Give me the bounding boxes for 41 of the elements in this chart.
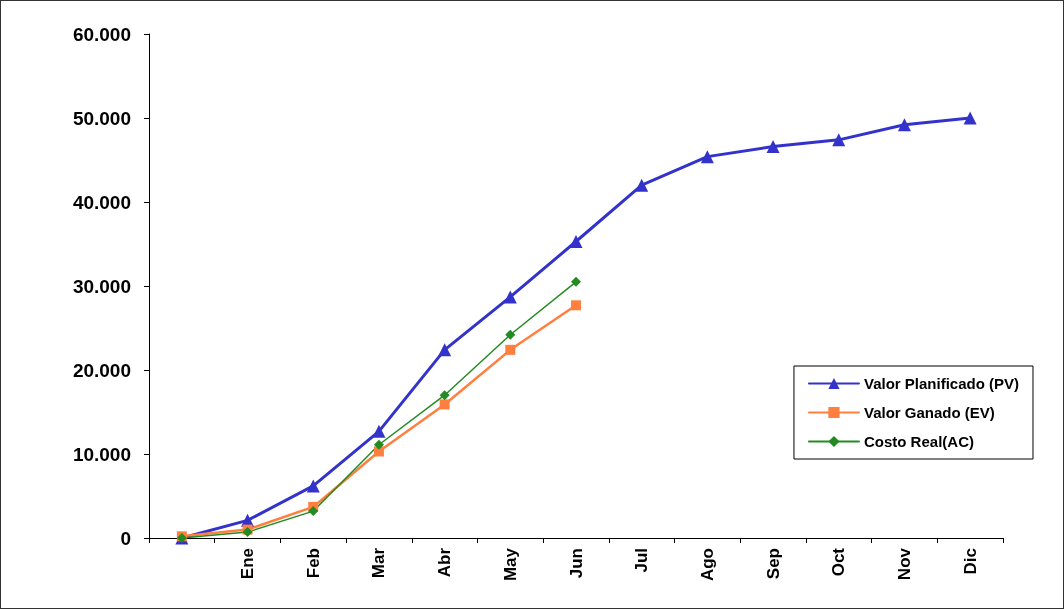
- y-tick-label: 30.000: [72, 275, 131, 297]
- x-tick-label: Oct: [829, 547, 849, 577]
- point: [372, 424, 386, 438]
- x-tick-label: Ago: [697, 548, 717, 582]
- point: [571, 300, 581, 311]
- y-tick-label: 10.000: [72, 443, 131, 465]
- x-tick-label: Ene: [238, 548, 258, 580]
- point: [438, 343, 452, 357]
- point: [700, 150, 714, 164]
- point: [766, 140, 780, 154]
- point: [505, 329, 516, 340]
- point: [373, 439, 384, 450]
- point: [635, 178, 649, 192]
- x-tick-label: Mar: [369, 547, 389, 579]
- point: [569, 234, 583, 248]
- y-tick-label: 20.000: [72, 359, 131, 381]
- point: [503, 290, 517, 304]
- point: [571, 276, 581, 287]
- x-tick-label: Jul: [632, 548, 652, 573]
- y-tick-label: 50.000: [72, 107, 131, 129]
- point: [832, 133, 846, 147]
- point: [439, 399, 450, 410]
- legend-label: Valor Planificado (PV): [863, 375, 1020, 392]
- legend-label: Costo Real(AC): [863, 433, 974, 450]
- x-tick-label: Nov: [894, 547, 914, 581]
- point: [439, 390, 450, 401]
- y-tick-label: 60.000: [72, 23, 131, 45]
- point: [963, 111, 977, 125]
- x-tick-label: Abr: [435, 547, 455, 578]
- y-tick-label: 0: [120, 527, 131, 549]
- point: [897, 118, 911, 132]
- x-tick-label: May: [500, 547, 520, 582]
- x-tick-label: Dic: [960, 548, 980, 575]
- x-tick-label: Feb: [303, 548, 323, 579]
- point: [505, 344, 516, 355]
- point: [306, 479, 320, 493]
- legend-label: Valor Ganado (EV): [863, 404, 995, 421]
- x-tick-label: Sep: [763, 548, 783, 580]
- point: [308, 506, 319, 517]
- y-tick-label: 40.000: [72, 191, 131, 213]
- x-tick-label: Jun: [566, 548, 586, 579]
